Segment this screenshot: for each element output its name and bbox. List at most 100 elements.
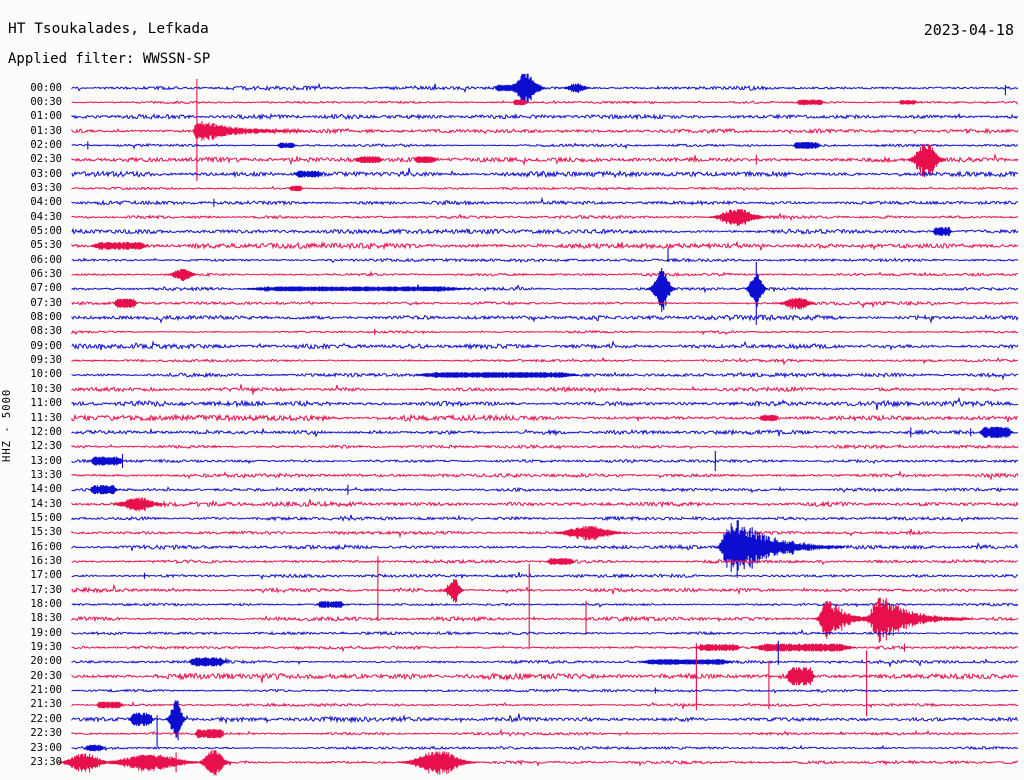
- trace-row-00:00: [71, 73, 1019, 105]
- time-label-19:30: 19:30: [30, 641, 62, 654]
- time-label-20:00: 20:00: [30, 655, 62, 668]
- time-label-10:00: 10:00: [30, 368, 62, 381]
- trace-row-19:00: [71, 628, 1019, 636]
- time-label-03:00: 03:00: [30, 167, 62, 180]
- trace-row-12:30: [71, 443, 1019, 451]
- record-date: 2023-04-18: [923, 21, 1014, 39]
- trace-row-18:00: [71, 601, 1019, 609]
- trace-row-17:30: [71, 556, 1019, 622]
- time-label-15:00: 15:00: [30, 511, 62, 524]
- time-label-21:30: 21:30: [30, 698, 62, 711]
- station-title: HT Tsoukalades, Lefkada: [8, 21, 209, 37]
- trace-row-00:30: [71, 98, 1019, 106]
- time-label-08:30: 08:30: [30, 325, 62, 338]
- trace-row-05:00: [71, 227, 1019, 236]
- time-label-05:30: 05:30: [30, 239, 62, 252]
- time-label-13:30: 13:30: [30, 468, 62, 481]
- trace-row-13:30: [71, 470, 1019, 481]
- time-label-06:30: 06:30: [30, 268, 62, 281]
- trace-row-06:30: [71, 269, 1019, 282]
- trace-row-07:00: [71, 261, 1019, 325]
- time-label-19:00: 19:00: [30, 626, 62, 639]
- trace-row-20:00: [71, 640, 1019, 668]
- trace-row-01:30: [71, 79, 1019, 181]
- time-label-18:30: 18:30: [30, 612, 62, 625]
- trace-row-05:30: [71, 241, 1019, 251]
- trace-row-04:30: [71, 209, 1019, 227]
- time-label-02:30: 02:30: [30, 153, 62, 166]
- time-label-01:30: 01:30: [30, 124, 62, 137]
- trace-row-10:30: [71, 384, 1019, 395]
- time-label-07:30: 07:30: [30, 296, 62, 309]
- time-label-05:00: 05:00: [30, 224, 62, 237]
- applied-filter-label: Applied filter: WWSSN-SP: [8, 51, 211, 67]
- trace-row-15:30: [71, 526, 1019, 541]
- trace-row-14:00: [71, 484, 1019, 495]
- time-label-23:00: 23:00: [30, 741, 62, 754]
- trace-row-08:00: [71, 313, 1019, 324]
- trace-row-15:00: [71, 514, 1019, 523]
- trace-row-09:30: [71, 356, 1019, 366]
- time-label-16:30: 16:30: [30, 554, 62, 567]
- trace-row-19:30: [71, 643, 1019, 653]
- time-label-02:00: 02:00: [30, 138, 62, 151]
- time-label-04:30: 04:30: [30, 210, 62, 223]
- time-label-09:00: 09:00: [30, 339, 62, 352]
- time-label-22:30: 22:30: [30, 727, 62, 740]
- trace-row-23:30: [57, 750, 1019, 776]
- trace-row-22:00: [71, 700, 1019, 747]
- trace-row-21:00: [71, 687, 1019, 694]
- time-label-00:30: 00:30: [30, 95, 62, 108]
- trace-row-07:30: [71, 297, 1019, 310]
- time-label-06:00: 06:00: [30, 253, 62, 266]
- trace-row-02:00: [71, 141, 1019, 150]
- trace-row-17:00: [71, 572, 1018, 581]
- time-label-17:00: 17:00: [30, 569, 62, 582]
- trace-row-01:00: [71, 112, 1019, 121]
- time-label-22:00: 22:00: [30, 712, 62, 725]
- trace-row-13:00: [71, 451, 1019, 471]
- time-label-11:30: 11:30: [30, 411, 62, 424]
- time-label-07:00: 07:00: [30, 282, 62, 295]
- trace-row-18:30: [71, 563, 1019, 647]
- time-label-09:30: 09:30: [30, 354, 62, 367]
- time-label-08:00: 08:00: [30, 311, 62, 324]
- trace-row-03:30: [71, 185, 1019, 192]
- trace-row-04:00: [71, 196, 1019, 207]
- trace-row-22:30: [71, 728, 1019, 739]
- time-label-14:00: 14:00: [30, 483, 62, 496]
- trace-row-08:30: [71, 328, 1019, 336]
- trace-row-16:00: [71, 520, 1019, 578]
- trace-row-09:00: [71, 339, 1019, 351]
- trace-row-06:00: [71, 248, 1019, 264]
- time-label-11:00: 11:00: [30, 397, 62, 410]
- trace-row-21:30: [71, 701, 1019, 711]
- time-label-10:30: 10:30: [30, 382, 62, 395]
- time-label-21:00: 21:00: [30, 684, 62, 697]
- time-label-14:30: 14:30: [30, 497, 62, 510]
- time-label-12:00: 12:00: [30, 425, 62, 438]
- trace-row-12:00: [71, 426, 1019, 438]
- time-label-03:30: 03:30: [30, 181, 62, 194]
- trace-row-11:30: [71, 413, 1019, 423]
- trace-row-02:30: [71, 144, 1019, 178]
- trace-row-20:30: [71, 643, 1019, 717]
- trace-row-16:30: [71, 558, 1019, 566]
- time-label-23:30: 23:30: [30, 755, 62, 768]
- trace-row-10:00: [71, 371, 1019, 381]
- trace-row-11:00: [71, 396, 1019, 411]
- time-label-00:00: 00:00: [30, 81, 62, 94]
- trace-row-14:30: [71, 497, 1019, 512]
- time-label-16:00: 16:00: [30, 540, 62, 553]
- time-label-17:30: 17:30: [30, 583, 62, 596]
- time-label-12:30: 12:30: [30, 440, 62, 453]
- time-label-20:30: 20:30: [30, 669, 62, 682]
- time-label-01:00: 01:00: [30, 110, 62, 123]
- trace-row-03:00: [71, 167, 1019, 179]
- trace-row-23:00: [71, 744, 1019, 752]
- time-label-18:00: 18:00: [30, 598, 62, 611]
- time-label-15:30: 15:30: [30, 526, 62, 539]
- time-label-04:00: 04:00: [30, 196, 62, 209]
- time-label-13:00: 13:00: [30, 454, 62, 467]
